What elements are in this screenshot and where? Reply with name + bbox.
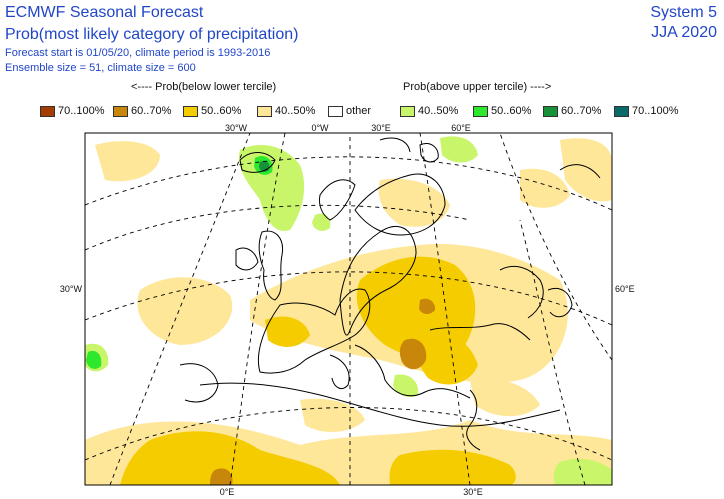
legend-item: 50..60%: [473, 104, 531, 118]
graticule: [85, 133, 612, 485]
page-subtitle: Prob(most likely category of precipitati…: [5, 26, 299, 43]
legend-swatch: [473, 105, 488, 117]
legend-item: other: [328, 104, 371, 118]
legend-swatch: [113, 105, 128, 117]
legend-above-caption: Prob(above upper tercile) ---->: [403, 81, 552, 93]
legend-item: 60..70%: [113, 104, 171, 118]
legend-item: 50..60%: [183, 104, 241, 118]
coastlines: [179, 137, 601, 451]
lon-label: 30°W: [225, 123, 248, 133]
legend-swatch: [614, 105, 629, 117]
system-label: System 5: [650, 4, 717, 21]
legend-item: 70..100%: [614, 104, 678, 118]
legend-item: 40..50%: [257, 104, 315, 118]
ensemble-info: Ensemble size = 51, climate size = 600: [5, 62, 196, 74]
page-title: ECMWF Seasonal Forecast: [5, 4, 204, 21]
lon-label: 30°E: [371, 123, 391, 133]
map-frame: [84, 132, 613, 486]
legend-swatch: [543, 105, 558, 117]
legend-swatch: [328, 105, 343, 117]
legend: 70..100% 60..70% 50..60% 40..50% other 4…: [0, 104, 724, 118]
lon-label: 30°W: [60, 284, 83, 294]
season-label: JJA 2020: [651, 24, 717, 41]
lon-label: 30°E: [463, 487, 483, 497]
probability-fields: [85, 136, 612, 485]
legend-below-caption: <---- Prob(below lower tercile): [131, 81, 277, 93]
legend-item: 40..50%: [400, 104, 458, 118]
legend-swatch: [257, 105, 272, 117]
lon-label: 0°E: [220, 487, 235, 497]
lon-label: 60°E: [615, 284, 635, 294]
legend-swatch: [40, 105, 55, 117]
legend-item: 60..70%: [543, 104, 601, 118]
legend-item: 70..100%: [40, 104, 104, 118]
lon-label: 60°E: [451, 123, 471, 133]
legend-swatch: [183, 105, 198, 117]
forecast-info: Forecast start is 01/05/20, climate peri…: [5, 47, 271, 59]
lon-label: 0°W: [311, 123, 329, 133]
legend-swatch: [400, 105, 415, 117]
